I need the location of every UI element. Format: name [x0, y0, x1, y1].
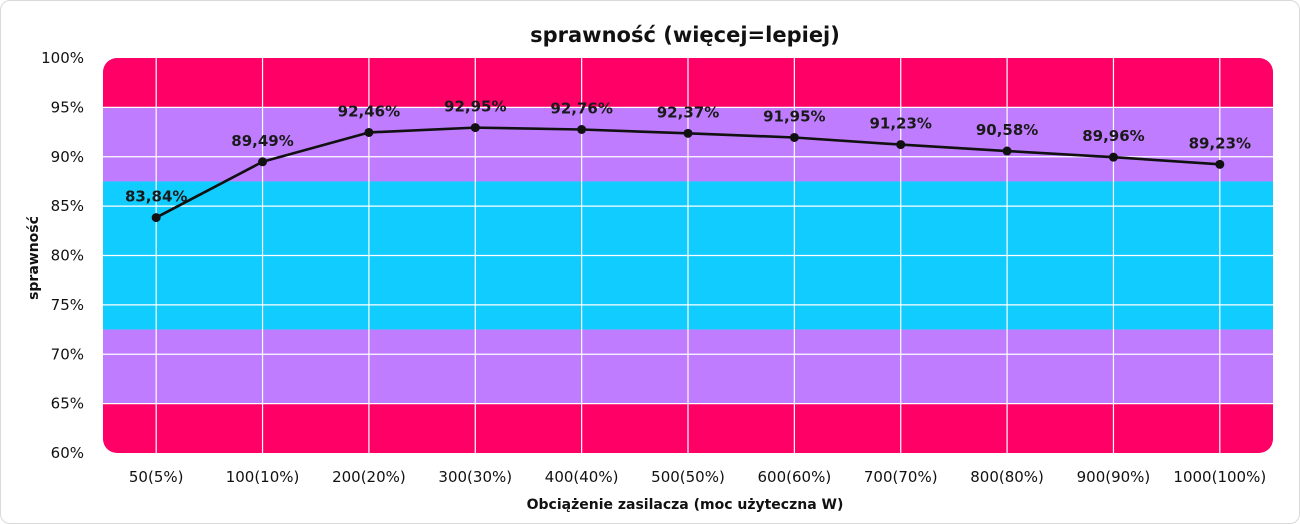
- x-tick-label: 900(90%): [1077, 468, 1151, 486]
- y-tick-label: 95%: [51, 98, 84, 116]
- x-axis-ticks: 50(5%) 100(10%) 200(20%) 300(30%) 400(40%) 50…: [129, 468, 1266, 486]
- y-axis-ticks: 60% 65% 70% 75% 80% 85% 90% 95% 100%: [41, 49, 84, 462]
- data-point: [789, 132, 799, 142]
- data-point: [258, 157, 268, 167]
- data-label: 92,76%: [550, 99, 612, 117]
- gridlines: [103, 58, 1273, 453]
- x-tick-label: 50(5%): [129, 468, 184, 486]
- x-tick-label: 1000(100%): [1173, 468, 1266, 486]
- data-label: 83,84%: [125, 188, 187, 206]
- y-tick-label: 70%: [51, 345, 84, 363]
- data-point: [364, 127, 374, 137]
- y-tick-label: 75%: [51, 296, 84, 314]
- data-point: [151, 213, 161, 223]
- data-point: [1108, 152, 1118, 162]
- data-label: 92,95%: [444, 98, 506, 116]
- data-label: 89,49%: [231, 132, 293, 150]
- y-axis-label: sprawność: [26, 216, 42, 300]
- x-tick-label: 600(60%): [758, 468, 832, 486]
- data-label: 92,37%: [657, 103, 719, 121]
- data-label: 89,23%: [1189, 134, 1251, 152]
- chart-title: sprawność (więcej=lepiej): [530, 23, 840, 47]
- data-label: 92,46%: [338, 102, 400, 120]
- data-label: 90,58%: [976, 121, 1038, 139]
- x-tick-label: 200(20%): [332, 468, 406, 486]
- data-point: [683, 128, 693, 138]
- data-point: [896, 140, 906, 150]
- y-tick-label: 85%: [51, 197, 84, 215]
- x-tick-label: 400(40%): [545, 468, 619, 486]
- y-tick-label: 65%: [51, 395, 84, 413]
- data-label: 91,23%: [869, 115, 931, 133]
- data-point: [577, 124, 587, 134]
- x-axis-label: Obciążenie zasilacza (moc użyteczna W): [527, 497, 844, 513]
- data-point: [1215, 159, 1225, 169]
- x-tick-label: 800(80%): [970, 468, 1044, 486]
- x-tick-label: 700(70%): [864, 468, 938, 486]
- y-tick-label: 100%: [41, 49, 84, 67]
- y-tick-label: 80%: [51, 247, 84, 265]
- y-tick-label: 90%: [51, 148, 84, 166]
- data-point: [470, 123, 480, 133]
- y-tick-label: 60%: [51, 444, 84, 462]
- x-tick-label: 300(30%): [438, 468, 512, 486]
- data-point: [1002, 146, 1012, 156]
- data-label: 91,95%: [763, 107, 825, 125]
- data-label: 89,96%: [1082, 127, 1144, 145]
- data-points: [151, 123, 1225, 223]
- data-labels: 83,84% 89,49% 92,46% 92,95% 92,76% 92,37% 91,9…: [125, 98, 1251, 206]
- x-tick-label: 100(10%): [226, 468, 300, 486]
- x-tick-label: 500(50%): [651, 468, 725, 486]
